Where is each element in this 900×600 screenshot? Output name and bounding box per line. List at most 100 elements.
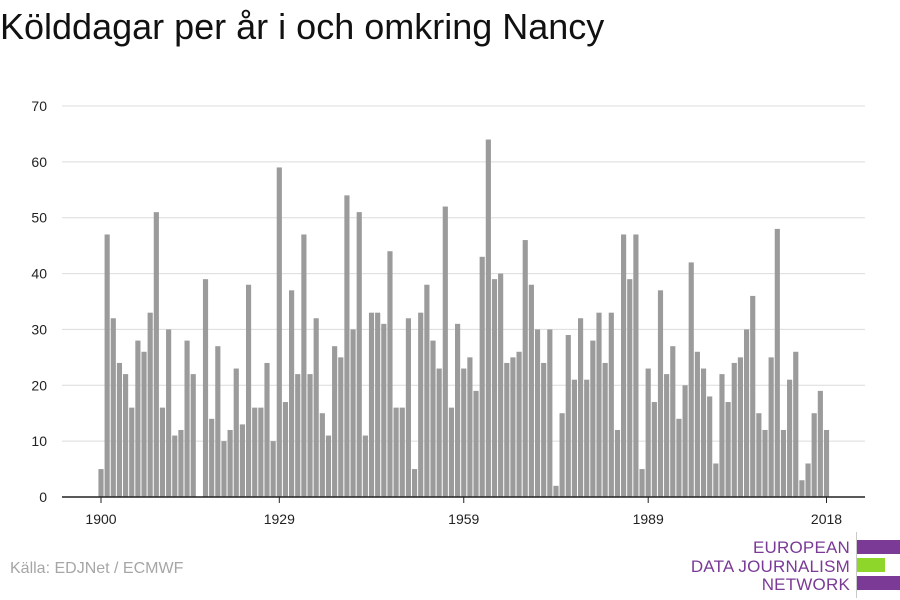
bar-1989 — [645, 368, 651, 497]
bar-1923 — [239, 424, 245, 497]
bar-2000 — [713, 463, 719, 497]
bar-1958 — [455, 323, 461, 497]
bar-1957 — [448, 407, 455, 497]
bar-1981 — [596, 312, 602, 497]
bar-2009 — [768, 357, 774, 497]
bar-2005 — [743, 329, 750, 497]
bar-2012 — [787, 379, 793, 497]
bar-1936 — [319, 413, 325, 497]
bar-1948 — [393, 407, 399, 497]
bar-1925 — [252, 407, 258, 497]
bar-2004 — [737, 357, 743, 497]
bar-1920 — [221, 441, 227, 497]
bar-1978 — [577, 318, 584, 497]
bar-2011 — [780, 429, 787, 497]
bar-2008 — [762, 429, 768, 497]
bar-1922 — [233, 368, 239, 497]
logo-line-1: EUROPEAN — [752, 538, 850, 557]
bar-1962 — [479, 256, 485, 497]
bar-1913 — [178, 429, 184, 497]
bar-1941 — [350, 329, 356, 497]
bar-1991 — [657, 290, 664, 497]
bar-1940 — [344, 195, 350, 497]
bar-1959 — [461, 368, 467, 497]
bar-1931 — [289, 290, 295, 497]
bar-1903 — [116, 362, 123, 497]
bar-1918 — [209, 418, 215, 497]
source-note: Källa: EDJNet / ECMWF — [10, 560, 184, 577]
bar-2016 — [811, 413, 817, 497]
bar-1965 — [498, 273, 504, 497]
logo-line-3: NETWORK — [761, 575, 850, 594]
y-tick-label: 0 — [39, 489, 47, 505]
bar-1906 — [135, 340, 141, 497]
bar-1967 — [510, 357, 516, 497]
bar-1973 — [547, 329, 553, 497]
y-tick-label: 50 — [31, 210, 47, 226]
tick-labels: 0 10 20 30 40 50 60 70 1900 1929 1959 1989 2018 — [31, 98, 842, 527]
bar-1970 — [528, 284, 534, 497]
bar-1933 — [301, 234, 307, 497]
bar-1961 — [473, 390, 479, 497]
bar-2003 — [731, 362, 737, 497]
bar-1929 — [276, 167, 282, 497]
bar-1984 — [614, 429, 621, 497]
bar-1993 — [670, 346, 676, 497]
logo-line-2: DATA JOURNALISM — [690, 557, 850, 576]
bar-1947 — [387, 251, 393, 497]
logo-bar-middle — [857, 558, 885, 572]
bar-1901 — [104, 234, 110, 497]
bar-1912 — [172, 435, 178, 497]
bar-1964 — [491, 279, 498, 497]
bars — [98, 139, 830, 498]
bar-1977 — [571, 379, 577, 497]
edjnet-logo[interactable]: EUROPEAN DATA JOURNALISM NETWORK — [691, 530, 900, 600]
bar-1917 — [202, 279, 209, 497]
bar-1956 — [442, 206, 448, 498]
bar-2013 — [793, 351, 799, 497]
bar-1975 — [559, 413, 565, 497]
bar-1902 — [110, 318, 116, 497]
bar-1935 — [313, 318, 319, 497]
bar-1943 — [362, 435, 368, 497]
y-tick-label: 10 — [31, 433, 47, 449]
bar-1968 — [516, 351, 522, 497]
y-tick-label: 30 — [31, 321, 47, 337]
bar-1999 — [707, 396, 713, 497]
bar-1946 — [381, 323, 387, 497]
bar-1953 — [424, 284, 430, 497]
bar-1982 — [602, 362, 608, 497]
axes — [62, 496, 865, 503]
x-tick-label: 2018 — [811, 511, 842, 527]
bar-1979 — [584, 379, 590, 497]
bar-2017 — [817, 390, 823, 497]
bar-1972 — [541, 362, 547, 497]
bar-1994 — [676, 418, 682, 497]
bar-1939 — [338, 357, 344, 497]
bar-1927 — [264, 362, 270, 497]
logo-bar-top — [857, 540, 900, 554]
bar-1910 — [159, 407, 166, 497]
bar-1974 — [553, 485, 559, 497]
bar-1904 — [123, 374, 129, 497]
bar-1986 — [627, 279, 633, 497]
logo-bar-bottom — [857, 576, 900, 590]
bar-1934 — [307, 374, 313, 497]
bar-1992 — [664, 374, 670, 497]
bar-1952 — [418, 312, 424, 497]
bar-2002 — [725, 402, 731, 497]
bar-1966 — [504, 362, 510, 497]
bar-1954 — [430, 340, 436, 497]
bar-1919 — [215, 346, 221, 497]
bar-1960 — [467, 357, 473, 497]
bar-1926 — [258, 407, 264, 497]
bar-1998 — [700, 368, 707, 497]
y-tick-label: 60 — [31, 154, 47, 170]
bar-1990 — [651, 402, 657, 497]
logo-divider — [856, 532, 857, 598]
bar-1945 — [375, 312, 381, 497]
bar-1987 — [633, 234, 639, 497]
bar-1988 — [639, 469, 645, 497]
bar-1942 — [356, 212, 362, 497]
